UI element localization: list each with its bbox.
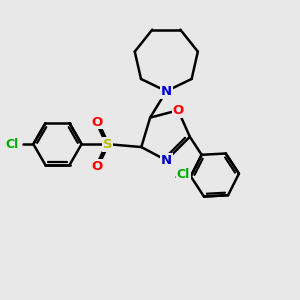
Text: N: N [161, 85, 172, 98]
Text: O: O [92, 116, 103, 129]
Text: O: O [172, 104, 184, 117]
Text: S: S [103, 138, 112, 151]
Text: N: N [161, 154, 172, 167]
Text: Cl: Cl [177, 168, 190, 181]
Text: Cl: Cl [5, 138, 19, 151]
Text: O: O [92, 160, 103, 173]
